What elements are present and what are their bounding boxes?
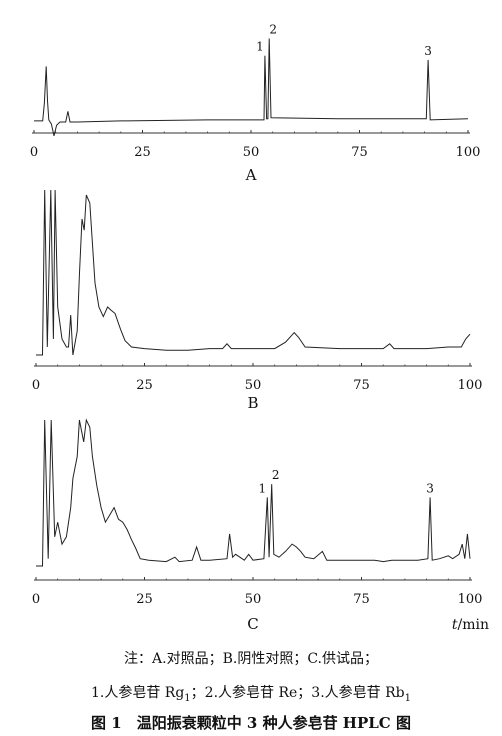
x-tick-label: 0	[30, 145, 38, 160]
x-tick-label: 25	[134, 145, 151, 160]
peak-label-3: 3	[426, 481, 434, 495]
panel-label: B	[247, 394, 258, 412]
figure-caption: 图 1 温阳振衰颗粒中 3 种人参皂苷 HPLC 图	[91, 714, 411, 732]
x-tick-label: 75	[351, 145, 368, 160]
x-tick-label: 100	[458, 592, 483, 607]
chromatogram-trace	[34, 38, 469, 137]
chromatogram-panel-a: 0 25 50 75 100 12 3 A	[30, 23, 481, 184]
x-tick-label: 50	[245, 592, 262, 607]
x-tick-label: 0	[32, 592, 40, 607]
x-axis-title: t/min	[452, 617, 489, 633]
panel-label: C	[247, 615, 258, 633]
note-rg1-text: 1.人参皂苷 Rg	[90, 685, 185, 701]
note-line-1: 注：A.对照品；B.阴性对照；C.供试品；	[124, 651, 378, 667]
x-tick-label: 0	[32, 378, 40, 393]
x-tick-label: 75	[353, 592, 370, 607]
peak-label-1: 1	[256, 40, 264, 54]
peak-label-1: 1	[259, 481, 267, 495]
chromatogram-panel-b: 0 25 50 75 100 B	[32, 189, 483, 412]
x-tick-label: 75	[353, 378, 370, 393]
x-tick-label: 100	[458, 378, 483, 393]
note-re-rb1-text: ；2.人参皂苷 Re；3.人参皂苷 Rb	[190, 685, 405, 701]
x-tick-label: 50	[243, 145, 260, 160]
note-rb1-subscript: 1	[404, 692, 411, 704]
chromatogram-trace	[36, 418, 471, 567]
x-tick-label: 25	[136, 378, 153, 393]
x-axis-title-symbol: t	[452, 617, 458, 633]
panel-label: A	[245, 166, 257, 184]
x-axis-title-unit: /min	[458, 617, 490, 633]
peak-label-3: 3	[424, 44, 432, 58]
x-tick-label: 25	[136, 592, 153, 607]
x-tick-label: 100	[456, 145, 481, 160]
note-rg1-subscript: 1	[184, 692, 191, 704]
chromatogram-panel-c: 0 25 50 75 100 12 3 C t/min	[32, 418, 489, 633]
note-line-2: 1.人参皂苷 Rg1；2.人参皂苷 Re；3.人参皂苷 Rb1	[0, 682, 502, 704]
peak-label-2: 2	[269, 23, 277, 37]
chromatogram-trace	[36, 189, 471, 356]
x-tick-label: 50	[245, 378, 262, 393]
peak-label-2: 2	[272, 468, 280, 482]
